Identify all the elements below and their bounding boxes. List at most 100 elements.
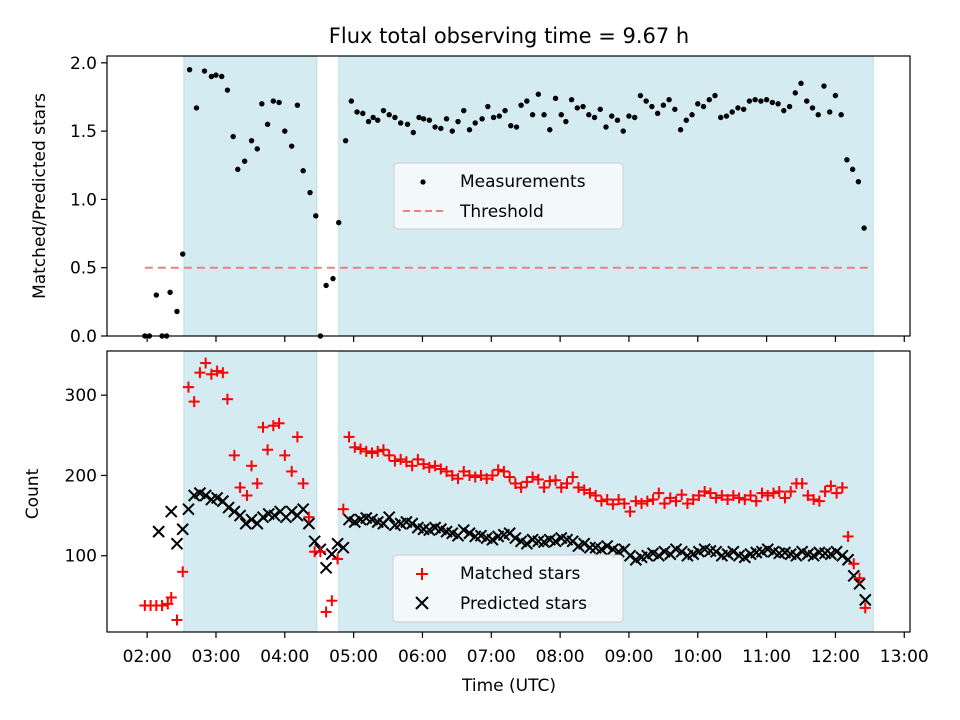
matched-point bbox=[733, 492, 745, 504]
bottom-legend: Matched stars Predicted stars bbox=[392, 554, 624, 623]
predicted-point bbox=[463, 527, 476, 540]
matched-point bbox=[848, 558, 860, 570]
matched-point bbox=[607, 498, 619, 510]
measurement-point bbox=[541, 112, 547, 118]
matched-point bbox=[162, 598, 174, 610]
matched-point bbox=[366, 447, 378, 459]
measurement-point bbox=[563, 118, 569, 125]
measurement-point bbox=[264, 121, 271, 127]
measurement-point bbox=[461, 107, 467, 114]
measurement-point bbox=[443, 116, 450, 122]
matched-point bbox=[659, 498, 671, 510]
predicted-point bbox=[233, 509, 247, 522]
predicted-point bbox=[709, 545, 723, 558]
matched-point bbox=[372, 445, 384, 457]
matched-point bbox=[664, 492, 676, 504]
measurement-point bbox=[201, 68, 208, 74]
matched-point bbox=[504, 471, 516, 483]
matched-point bbox=[521, 476, 533, 488]
matched-point bbox=[257, 421, 269, 433]
x-tick-label: 07:00 bbox=[467, 647, 516, 667]
matched-point bbox=[320, 606, 332, 618]
matched-point bbox=[716, 490, 728, 502]
y-tick-label: 100 bbox=[65, 547, 97, 567]
measurement-point bbox=[672, 106, 678, 112]
legend-label-threshold: Threshold bbox=[459, 202, 544, 222]
matched-point bbox=[859, 602, 871, 614]
measurement-point bbox=[700, 103, 707, 110]
matched-point bbox=[400, 456, 412, 468]
measurement-point bbox=[186, 66, 193, 73]
predicted-point bbox=[152, 525, 165, 538]
matched-point bbox=[819, 486, 831, 497]
matched-point bbox=[762, 490, 774, 502]
matched-point bbox=[273, 417, 285, 429]
matched-point bbox=[429, 460, 441, 472]
measurement-point bbox=[597, 106, 603, 112]
measurement-point bbox=[821, 83, 827, 89]
y-tick-label: 2.0 bbox=[70, 54, 97, 74]
measurement-point bbox=[235, 166, 241, 173]
matched-point bbox=[221, 393, 233, 405]
predicted-point bbox=[457, 523, 470, 537]
x-tick-label: 06:00 bbox=[398, 647, 447, 667]
matched-point bbox=[303, 511, 315, 523]
measurement-point bbox=[552, 95, 559, 102]
matched-point bbox=[211, 365, 223, 377]
predicted-point bbox=[405, 517, 419, 530]
legend-label-predicted: Predicted stars bbox=[460, 594, 587, 614]
matched-point bbox=[286, 465, 298, 477]
predicted-point bbox=[549, 535, 562, 548]
matched-point bbox=[452, 473, 464, 485]
measurement-point bbox=[786, 103, 793, 110]
matched-point bbox=[423, 461, 435, 473]
predicted-point bbox=[228, 505, 241, 518]
matched-point bbox=[796, 477, 808, 489]
matched-point bbox=[681, 498, 693, 510]
bottom-axes-frame bbox=[106, 350, 911, 633]
measurement-point bbox=[354, 109, 360, 115]
matched-point bbox=[567, 471, 579, 483]
matched-point bbox=[337, 503, 349, 515]
x-tick-label: 08:00 bbox=[536, 647, 585, 667]
matched-point bbox=[532, 473, 544, 485]
measurement-point bbox=[815, 112, 821, 118]
measurement-point bbox=[420, 116, 427, 122]
bottom-x-label: Time (UTC) bbox=[461, 676, 556, 696]
predicted-point bbox=[182, 502, 195, 516]
measurement-point bbox=[809, 105, 816, 111]
x-tick-label: 04:00 bbox=[260, 647, 309, 667]
measurement-point bbox=[248, 137, 255, 144]
matched-point bbox=[228, 449, 240, 461]
predicted-point bbox=[675, 545, 688, 558]
matched-point bbox=[808, 494, 820, 506]
measurement-point bbox=[712, 92, 718, 99]
matched-point bbox=[171, 614, 183, 626]
matched-point bbox=[538, 481, 550, 493]
measurement-point bbox=[849, 166, 856, 173]
predicted-point bbox=[859, 593, 872, 607]
matched-point bbox=[291, 431, 303, 443]
matched-point bbox=[699, 486, 711, 497]
matched-point bbox=[200, 357, 212, 369]
matched-point bbox=[446, 469, 458, 481]
measurement-point bbox=[397, 120, 404, 126]
predicted-point bbox=[623, 549, 637, 562]
measurement-point bbox=[375, 117, 381, 123]
measurement-point bbox=[508, 122, 514, 129]
predicted-point bbox=[520, 537, 534, 550]
top-axes-frame bbox=[106, 55, 911, 337]
matched-point bbox=[188, 396, 200, 408]
measurement-point bbox=[614, 117, 621, 123]
measurement-point bbox=[342, 137, 349, 144]
matched-point bbox=[802, 490, 814, 502]
matched-point bbox=[156, 600, 168, 612]
matched-point bbox=[498, 465, 510, 477]
predicted-point bbox=[176, 523, 189, 536]
matched-point bbox=[355, 443, 367, 455]
matched-point bbox=[475, 469, 487, 481]
matched-point bbox=[550, 474, 562, 486]
matched-point bbox=[756, 487, 768, 499]
measurement-point bbox=[438, 125, 444, 132]
predicted-point bbox=[239, 517, 253, 530]
